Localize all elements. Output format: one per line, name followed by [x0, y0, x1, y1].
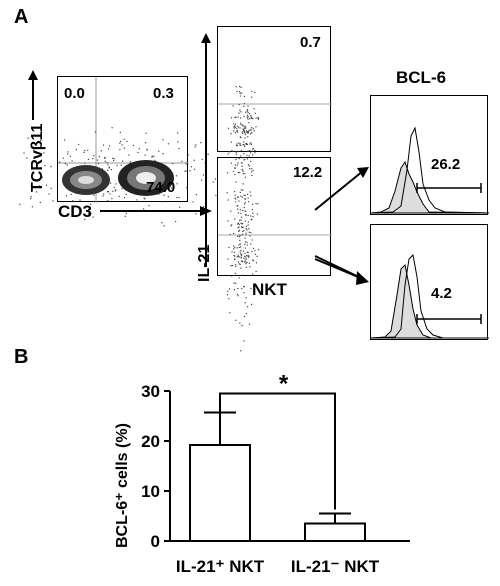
bar-chart: 0 10 20 30 IL-21⁺ NKT IL-21⁻ NKT * [141, 371, 410, 576]
category-label: IL-21⁻ NKT [291, 557, 380, 576]
il21-axis-arrow [201, 33, 211, 267]
histogram-bottom-curves [370, 253, 489, 339]
connector-arrows [314, 167, 369, 280]
cd3-axis-label: CD3 [58, 202, 93, 221]
quadrant-lower-right-value: 74.0 [146, 179, 176, 196]
cd3-tcr-dotplot: 0.0 0.3 74.0 [19, 76, 237, 227]
connector-arrow-lower [314, 255, 369, 285]
histogram-top-value: 26.2 [431, 156, 461, 173]
cd3-tcr-density [19, 77, 237, 227]
il21-bottom-value: 12.2 [293, 164, 323, 181]
histogram-top: 26.2 [370, 95, 490, 215]
bar-chart-ylabel: BCL-6⁺ cells (%) [114, 423, 131, 548]
il21-top-value: 0.7 [300, 34, 321, 51]
y-tick-label: 0 [151, 532, 160, 551]
histogram-title: BCL-6 [396, 68, 447, 87]
panel-label-a: A [14, 6, 29, 28]
quadrant-upper-right-value: 0.3 [153, 85, 174, 102]
category-label: IL-21⁺ NKT [176, 557, 265, 576]
y-tick-label: 10 [141, 482, 160, 501]
panel-label-b: B [14, 346, 29, 368]
histogram-bottom: 4.2 [370, 224, 489, 340]
histogram-bottom-value: 4.2 [431, 285, 452, 302]
il21-bottom-density [218, 113, 332, 352]
tcr-axis-label: TCRvβ11 [29, 123, 46, 192]
il21-top-dotplot: 0.7 [217, 26, 332, 191]
quadrant-upper-left-value: 0.0 [64, 85, 85, 102]
y-tick-label: 30 [141, 382, 160, 401]
il21-axis-label: IL-21 [196, 244, 213, 282]
significance-bracket [219, 392, 336, 510]
histogram-top-curves [370, 126, 490, 214]
bar [304, 522, 366, 542]
nkt-axis-label: NKT [252, 280, 287, 299]
tcr-axis-arrow [28, 70, 38, 120]
significance-star: * [279, 371, 289, 398]
bar [189, 444, 251, 542]
y-tick-label: 20 [141, 432, 160, 451]
il21-bottom-dotplot: 12.2 [217, 113, 332, 352]
